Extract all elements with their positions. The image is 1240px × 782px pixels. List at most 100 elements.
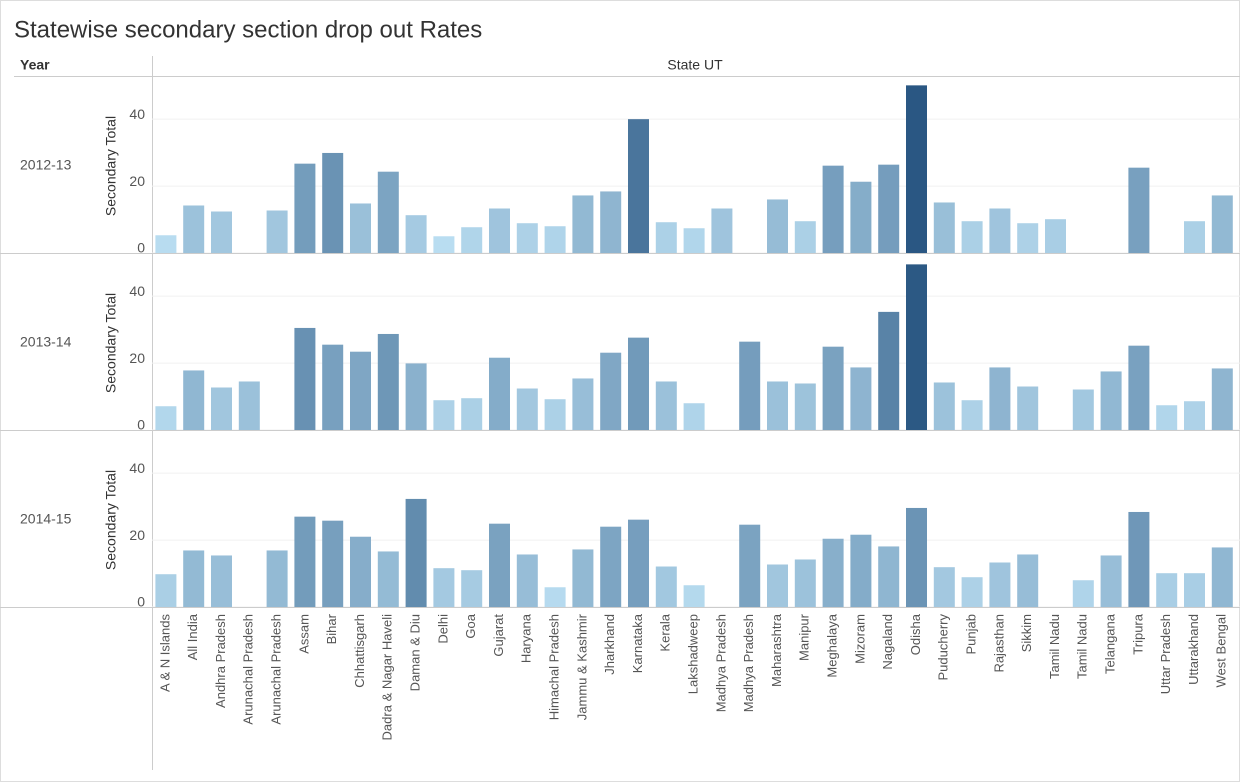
x-tick-label: Haryana — [519, 613, 534, 663]
bar — [906, 507, 927, 607]
x-tick-label: Jharkhand — [602, 614, 617, 675]
bar — [1017, 554, 1039, 607]
bar — [1017, 223, 1039, 253]
bar — [850, 367, 872, 430]
bar — [822, 165, 844, 253]
bar — [322, 344, 344, 430]
x-tick-label: Andhra Pradesh — [213, 614, 228, 708]
bar — [544, 587, 566, 607]
y-axis-label: Secondary Total — [103, 293, 119, 393]
bar — [1156, 405, 1178, 430]
bar — [739, 341, 761, 430]
bar — [628, 119, 649, 254]
row-label: 2012-13 — [20, 157, 72, 173]
x-tick-label: Madhya Pradesh — [713, 614, 728, 712]
bar — [767, 381, 788, 430]
bar — [906, 264, 927, 430]
bar — [1156, 573, 1178, 607]
bar — [183, 370, 205, 430]
x-tick-label: Bihar — [324, 613, 339, 644]
x-tick-label: Delhi — [435, 614, 450, 644]
bar — [1045, 219, 1066, 253]
bar — [1100, 555, 1122, 607]
bar — [878, 164, 900, 253]
bar — [961, 221, 983, 253]
bar — [878, 546, 900, 607]
bar — [1184, 221, 1205, 253]
bar — [405, 498, 427, 607]
bar — [544, 399, 566, 430]
bar — [405, 215, 427, 253]
bar — [461, 570, 483, 607]
bar — [961, 577, 983, 607]
bar — [961, 400, 983, 430]
bar — [489, 523, 510, 607]
bar — [266, 210, 288, 253]
bar — [683, 403, 705, 430]
bar — [211, 387, 232, 430]
y-tick-label: 0 — [137, 417, 145, 433]
bar — [238, 381, 260, 430]
bar — [600, 526, 622, 607]
bar — [433, 568, 455, 607]
bar — [989, 367, 1011, 430]
x-tick-label: Arunachal Pradesh — [269, 614, 284, 725]
bar — [1128, 511, 1150, 607]
x-tick-label: Tamil Nadu — [1075, 614, 1090, 679]
bar — [794, 383, 816, 430]
bar — [628, 337, 649, 430]
bar — [572, 549, 594, 607]
bar — [183, 205, 205, 253]
bar — [739, 524, 761, 607]
bar — [489, 357, 510, 430]
y-tick-label: 20 — [129, 173, 145, 189]
y-tick-label: 40 — [129, 460, 145, 476]
bar — [572, 378, 594, 430]
x-tick-label: Jammu & Kashmir — [574, 613, 589, 720]
bar — [294, 327, 316, 430]
bar — [1211, 195, 1233, 253]
x-tick-label: Odisha — [908, 613, 923, 655]
bar — [822, 538, 844, 607]
x-tick-label: Rajasthan — [991, 614, 1006, 673]
x-tick-label: Daman & Diu — [408, 614, 423, 691]
bar — [628, 519, 649, 607]
bar — [1128, 167, 1150, 253]
bar — [989, 562, 1011, 607]
bar — [461, 227, 483, 253]
x-tick-label: Sikkim — [1019, 614, 1034, 652]
title: Statewise secondary section drop out Rat… — [14, 16, 482, 43]
x-tick-label: Lakshadweep — [686, 614, 701, 694]
x-tick-label: All India — [185, 613, 200, 660]
x-tick-label: Kerala — [658, 613, 673, 651]
x-tick-label: Uttar Pradesh — [1158, 614, 1173, 694]
y-tick-label: 40 — [129, 283, 145, 299]
bar — [211, 555, 232, 607]
bar — [933, 382, 955, 430]
bar — [683, 228, 705, 253]
y-tick-label: 20 — [129, 527, 145, 543]
y-tick-label: 40 — [129, 106, 145, 122]
x-tick-label: Nagaland — [880, 614, 895, 670]
bar — [544, 226, 566, 253]
x-tick-label: West Bengal — [1214, 614, 1229, 688]
bar — [1072, 389, 1094, 430]
x-tick-label: Assam — [296, 614, 311, 654]
bar — [572, 195, 594, 253]
bar — [322, 152, 344, 253]
x-tick-label: Tamil Nadu — [1047, 614, 1062, 679]
x-tick-label: A & N Islands — [157, 614, 172, 693]
bar — [405, 363, 427, 430]
bar — [822, 346, 844, 430]
bar — [1211, 547, 1233, 607]
bar — [683, 585, 705, 607]
bar — [878, 311, 900, 430]
bar — [906, 85, 927, 253]
x-tick-label: Manipur — [797, 613, 812, 661]
bar — [350, 351, 371, 430]
bar — [655, 381, 677, 430]
bar — [377, 551, 399, 607]
row-label: 2013-14 — [20, 334, 72, 350]
x-tick-label: Arunachal Pradesh — [241, 614, 256, 725]
